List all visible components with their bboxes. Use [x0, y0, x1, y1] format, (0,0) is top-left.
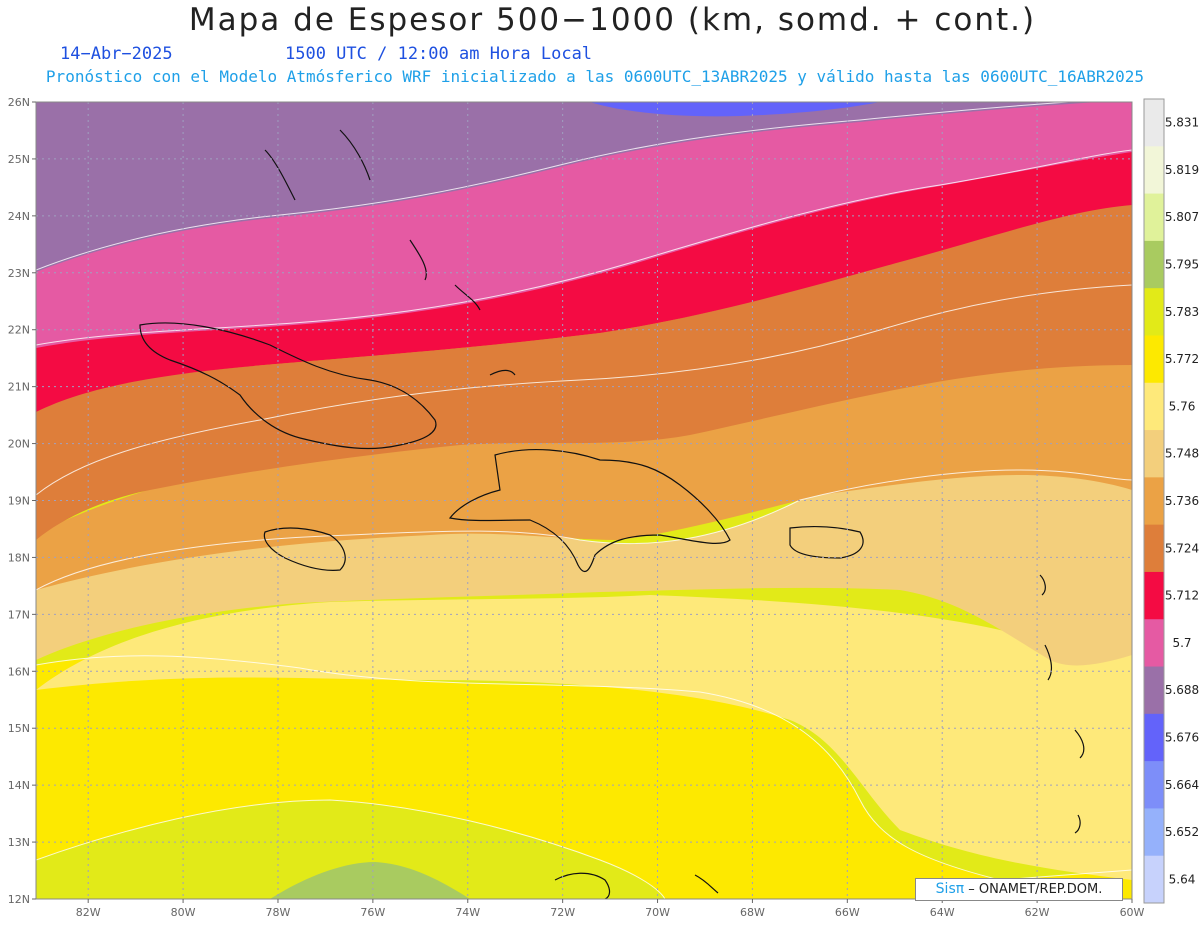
- colorbar-label: 5.676: [1165, 730, 1199, 744]
- colorbar-label: 5.748: [1165, 447, 1199, 461]
- lat-tick-label: 23N: [8, 267, 30, 280]
- south-america-coast: [554, 872, 719, 899]
- lat-tick-label: 14N: [8, 779, 30, 792]
- band-5748: [36, 360, 1132, 590]
- band-5795: [36, 800, 665, 899]
- band-5724: [36, 198, 1132, 495]
- lat-tick-label: 20N: [8, 438, 30, 451]
- colorbar-swatch: [1144, 99, 1164, 147]
- colorbar-swatch: [1144, 571, 1164, 620]
- colorbar-swatch: [1144, 666, 1164, 715]
- forecast-info: Pronóstico con el Modelo Atmósferico WRF…: [45, 67, 1145, 86]
- lat-tick-label: 24N: [8, 210, 30, 223]
- lon-tick-label: 66W: [835, 906, 860, 919]
- colorbar-swatch: [1144, 288, 1164, 336]
- lat-tick-label: 19N: [8, 495, 30, 508]
- lat-tick-label: 26N: [8, 96, 30, 109]
- coastlines: [139, 129, 1085, 899]
- colorbar-label: 5.795: [1165, 258, 1199, 272]
- lon-tick-label: 80W: [171, 906, 196, 919]
- colorbar-swatch: [1144, 855, 1164, 904]
- colorbar-swatch: [1144, 713, 1164, 762]
- band-5700: [36, 102, 1132, 348]
- colorbar-frame: [1143, 98, 1165, 904]
- colorbar-label: 5.688: [1165, 683, 1199, 697]
- lat-tick-label: 13N: [8, 836, 30, 849]
- band-5760: [36, 470, 1132, 666]
- lon-tick-label: 62W: [1025, 906, 1050, 919]
- lat-tick-label: 21N: [8, 381, 30, 394]
- colorbar-label: 5.819: [1165, 163, 1199, 177]
- colorbar-swatch: [1144, 524, 1164, 573]
- credit-brand: Sisπ: [935, 881, 965, 897]
- lon-tick-label: 64W: [930, 906, 955, 919]
- puerto-rico-coast: [789, 525, 864, 559]
- colorbar-swatch: [1144, 477, 1164, 526]
- colorbar-label: 5.772: [1165, 352, 1199, 366]
- lat-tick-label: 22N: [8, 324, 30, 337]
- colorbar-swatch: [1144, 146, 1164, 195]
- map-title: Mapa de Espesor 500−1000 (km, somd. + co…: [188, 2, 1037, 38]
- band-5772: [36, 595, 1132, 880]
- band-5676: [590, 102, 880, 117]
- lat-tick-label: 17N: [8, 608, 30, 621]
- colorbar-label: 5.652: [1165, 825, 1199, 839]
- colorbar-label: 5.7: [1172, 636, 1191, 650]
- colorbar-label: 5.724: [1165, 541, 1199, 555]
- lat-tick-label: 16N: [8, 665, 30, 678]
- lon-tick-label: 60W: [1120, 906, 1145, 919]
- colorbar-swatch: [1144, 619, 1164, 668]
- credit-text: – ONAMET/REP.DOM.: [964, 882, 1103, 897]
- colorbar-swatch: [1144, 808, 1164, 857]
- cuba-coast: [139, 322, 437, 450]
- lat-tick-label: 15N: [8, 722, 30, 735]
- lon-tick-label: 72W: [550, 906, 575, 919]
- colorbar: 5.831 5.819 5.807 5.795 5.783 5.772 5.76 5.748 5…: [1143, 98, 1199, 904]
- colorbar-swatch: [1144, 382, 1164, 431]
- colorbar-label: 5.64: [1169, 872, 1196, 886]
- lat-axis: 26N 25N 24N 23N 22N 21N 20N 19N 18N 17N 16N 15N 14N 1…: [8, 96, 36, 906]
- colorbar-swatch: [1144, 335, 1164, 384]
- bahamas-coast: [264, 129, 516, 376]
- colorbar-label: 5.783: [1165, 305, 1199, 319]
- colorbar-swatch: [1144, 430, 1164, 478]
- lon-axis: 82W 80W 78W 76W 74W 72W 70W 68W 66W 64W 62W 60W: [76, 899, 1145, 919]
- valid-date: 14−Abr−2025: [60, 44, 173, 64]
- lesser-antilles-coast: [1039, 574, 1085, 834]
- colorbar-label: 5.831: [1165, 116, 1199, 130]
- lon-tick-label: 76W: [360, 906, 385, 919]
- colorbar-swatch: [1144, 761, 1164, 809]
- lon-tick-label: 82W: [76, 906, 101, 919]
- valid-time: 1500 UTC / 12:00 am Hora Local: [285, 44, 593, 64]
- colorbar-swatch: [1144, 240, 1164, 289]
- colorbar-swatch: [1144, 193, 1164, 242]
- band-5736: [36, 285, 1132, 540]
- band-5807: [270, 862, 470, 899]
- lon-tick-label: 68W: [740, 906, 765, 919]
- band-5688: [36, 102, 1132, 272]
- colorbar-label: 5.76: [1169, 399, 1196, 413]
- lat-tick-label: 25N: [8, 153, 30, 166]
- lat-tick-label: 18N: [8, 551, 30, 564]
- lat-tick-label: 12N: [8, 893, 30, 906]
- colorbar-label: 5.736: [1165, 494, 1199, 508]
- credit-box: Sisπ – ONAMET/REP.DOM.: [915, 878, 1123, 901]
- lon-tick-label: 74W: [455, 906, 480, 919]
- contour-lines: [36, 102, 1132, 899]
- colorbar-label: 5.712: [1165, 589, 1199, 603]
- lon-tick-label: 70W: [645, 906, 670, 919]
- lon-tick-label: 78W: [266, 906, 291, 919]
- colorbar-label: 5.807: [1165, 210, 1199, 224]
- hispaniola-coast: [448, 448, 731, 573]
- colorbar-label: 5.664: [1165, 778, 1199, 792]
- jamaica-coast: [263, 527, 346, 571]
